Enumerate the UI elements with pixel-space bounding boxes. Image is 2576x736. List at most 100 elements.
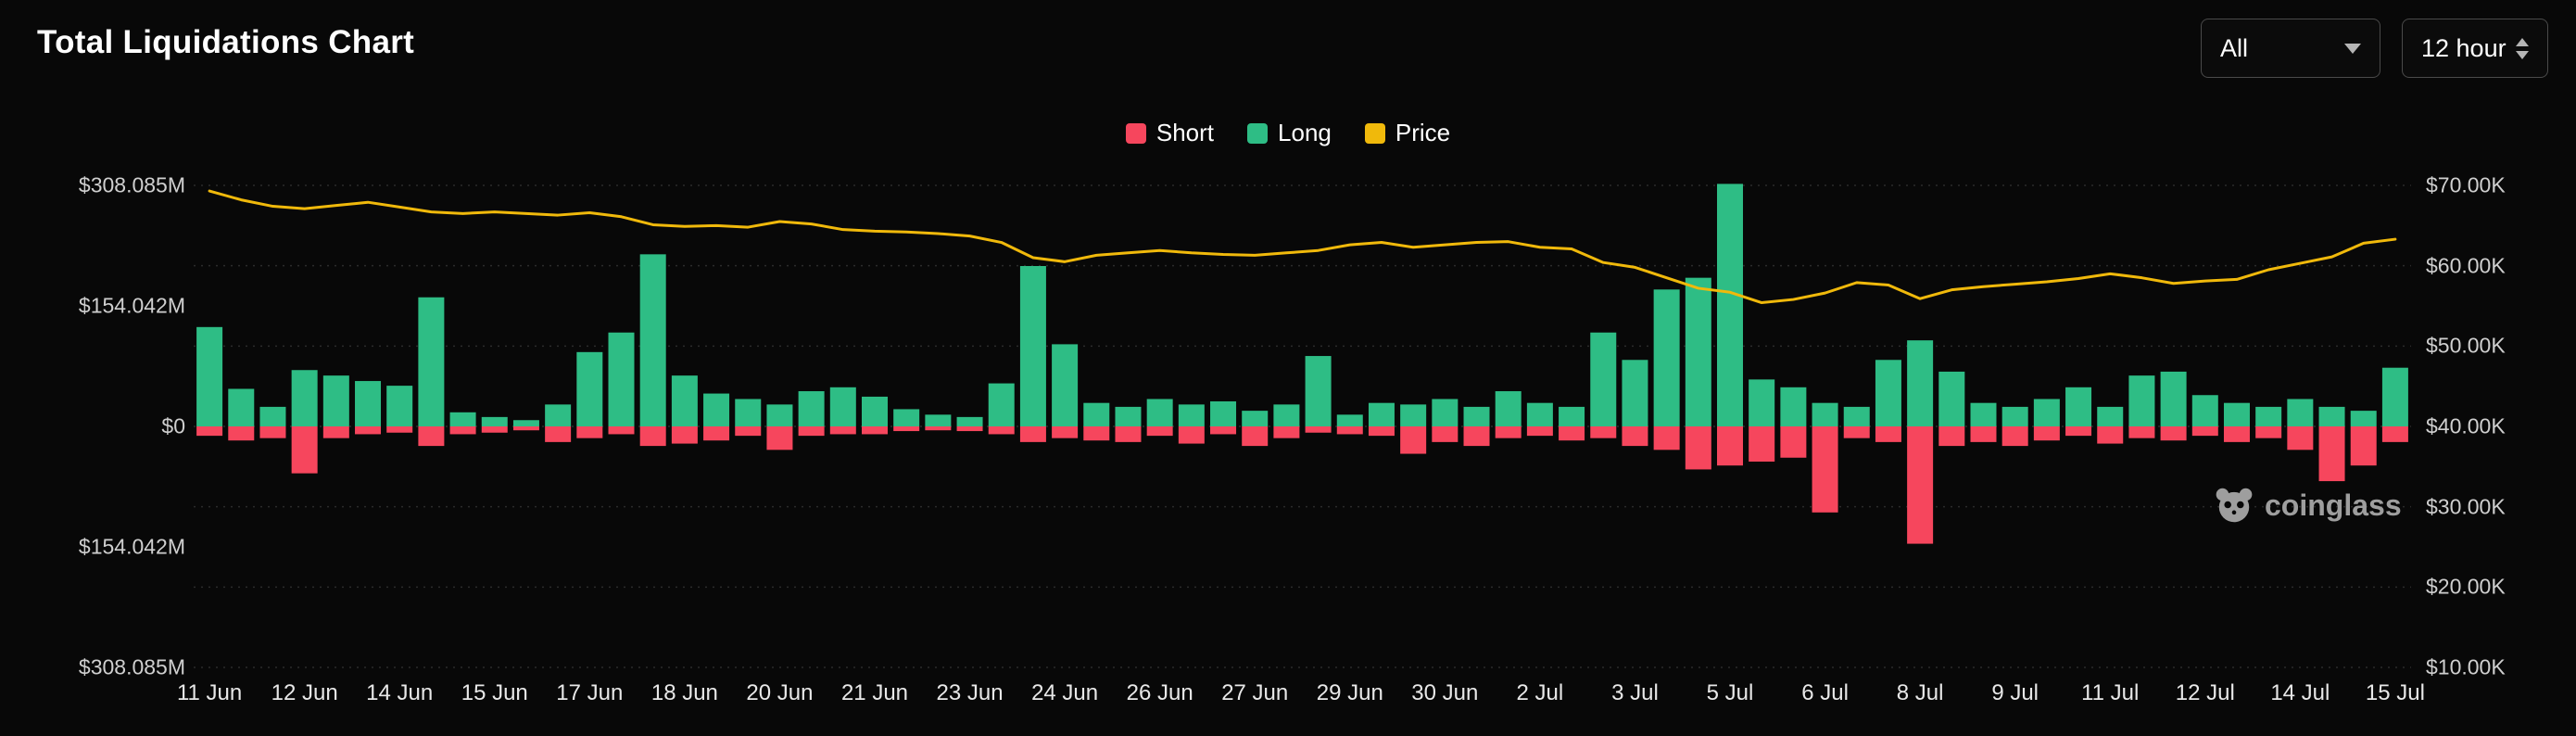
long-bar[interactable] — [1970, 402, 1997, 426]
long-bar[interactable] — [1463, 406, 1490, 426]
short-bar[interactable] — [1590, 426, 1617, 438]
long-bar[interactable] — [829, 387, 856, 426]
long-bar[interactable] — [2381, 367, 2408, 426]
short-bar[interactable] — [798, 426, 825, 437]
long-bar[interactable] — [1685, 277, 1711, 426]
long-bar[interactable] — [1273, 404, 1300, 426]
short-bar[interactable] — [512, 426, 539, 431]
short-bar[interactable] — [861, 426, 888, 435]
legend-item-price[interactable]: Price — [1364, 119, 1450, 147]
short-bar[interactable] — [322, 426, 349, 438]
short-bar[interactable] — [2191, 426, 2218, 437]
legend-item-long[interactable]: Long — [1247, 119, 1332, 147]
short-bar[interactable] — [2381, 426, 2408, 442]
short-bar[interactable] — [2287, 426, 2314, 450]
long-bar[interactable] — [1526, 402, 1553, 426]
short-bar[interactable] — [1970, 426, 1997, 442]
long-bar[interactable] — [512, 420, 539, 426]
long-bar[interactable] — [2160, 371, 2187, 426]
legend-item-short[interactable]: Short — [1125, 119, 1214, 147]
short-bar[interactable] — [1432, 426, 1458, 442]
long-bar[interactable] — [386, 386, 413, 426]
short-bar[interactable] — [1463, 426, 1490, 447]
long-bar[interactable] — [766, 404, 793, 426]
long-bar[interactable] — [1875, 360, 1901, 426]
short-bar[interactable] — [386, 426, 413, 433]
long-bar[interactable] — [1368, 402, 1395, 426]
long-bar[interactable] — [1019, 265, 1046, 426]
long-bar[interactable] — [1495, 391, 1522, 426]
long-bar[interactable] — [1622, 360, 1648, 426]
short-bar[interactable] — [418, 426, 445, 447]
long-bar[interactable] — [1938, 371, 1965, 426]
short-bar[interactable] — [1210, 426, 1237, 435]
short-bar[interactable] — [1907, 426, 1934, 544]
short-bar[interactable] — [1780, 426, 1807, 458]
long-bar[interactable] — [576, 351, 603, 426]
short-bar[interactable] — [2033, 426, 2060, 441]
long-bar[interactable] — [196, 326, 223, 426]
long-bar[interactable] — [322, 375, 349, 426]
short-bar[interactable] — [2255, 426, 2282, 438]
short-bar[interactable] — [671, 426, 698, 444]
short-bar[interactable] — [1242, 426, 1269, 447]
short-bar[interactable] — [925, 426, 952, 431]
long-bar[interactable] — [418, 297, 445, 426]
short-bar[interactable] — [766, 426, 793, 450]
long-bar[interactable] — [893, 409, 920, 426]
long-bar[interactable] — [1780, 387, 1807, 426]
short-bar[interactable] — [196, 426, 223, 437]
long-bar[interactable] — [1146, 399, 1173, 426]
short-bar[interactable] — [1368, 426, 1395, 437]
long-bar[interactable] — [1907, 340, 1934, 426]
short-bar[interactable] — [2350, 426, 2377, 466]
short-bar[interactable] — [1336, 426, 1363, 435]
long-bar[interactable] — [608, 332, 635, 426]
long-bar[interactable] — [2065, 387, 2092, 426]
short-bar[interactable] — [1273, 426, 1300, 438]
short-bar[interactable] — [1875, 426, 1901, 442]
long-bar[interactable] — [861, 396, 888, 426]
short-bar[interactable] — [1685, 426, 1711, 470]
long-bar[interactable] — [481, 416, 508, 426]
long-bar[interactable] — [1083, 402, 1110, 426]
short-bar[interactable] — [2065, 426, 2092, 437]
long-bar[interactable] — [2128, 375, 2155, 426]
long-bar[interactable] — [2097, 406, 2124, 426]
long-bar[interactable] — [2350, 411, 2377, 426]
long-bar[interactable] — [1305, 356, 1332, 426]
long-bar[interactable] — [2033, 399, 2060, 426]
long-bar[interactable] — [1559, 406, 1585, 426]
long-bar[interactable] — [1717, 184, 1744, 426]
short-bar[interactable] — [1305, 426, 1332, 433]
long-bar[interactable] — [1749, 379, 1775, 426]
short-bar[interactable] — [1495, 426, 1522, 438]
short-bar[interactable] — [988, 426, 1015, 435]
long-bar[interactable] — [2001, 406, 2028, 426]
short-bar[interactable] — [1052, 426, 1079, 438]
short-bar[interactable] — [2160, 426, 2187, 441]
short-bar[interactable] — [1749, 426, 1775, 462]
long-bar[interactable] — [1843, 406, 1870, 426]
long-bar[interactable] — [925, 414, 952, 426]
short-bar[interactable] — [2001, 426, 2028, 447]
short-bar[interactable] — [1559, 426, 1585, 441]
short-bar[interactable] — [1622, 426, 1648, 447]
short-bar[interactable] — [956, 426, 983, 432]
short-bar[interactable] — [1812, 426, 1838, 513]
short-bar[interactable] — [481, 426, 508, 433]
short-bar[interactable] — [2318, 426, 2345, 482]
short-bar[interactable] — [1526, 426, 1553, 437]
long-bar[interactable] — [703, 393, 730, 426]
short-bar[interactable] — [449, 426, 476, 435]
long-bar[interactable] — [2318, 406, 2345, 426]
short-bar[interactable] — [1938, 426, 1965, 447]
short-bar[interactable] — [1178, 426, 1205, 444]
long-bar[interactable] — [1242, 411, 1269, 426]
long-bar[interactable] — [1115, 406, 1142, 426]
short-bar[interactable] — [735, 426, 762, 437]
long-bar[interactable] — [2191, 395, 2218, 426]
short-bar[interactable] — [829, 426, 856, 435]
short-bar[interactable] — [1717, 426, 1744, 466]
short-bar[interactable] — [1019, 426, 1046, 442]
